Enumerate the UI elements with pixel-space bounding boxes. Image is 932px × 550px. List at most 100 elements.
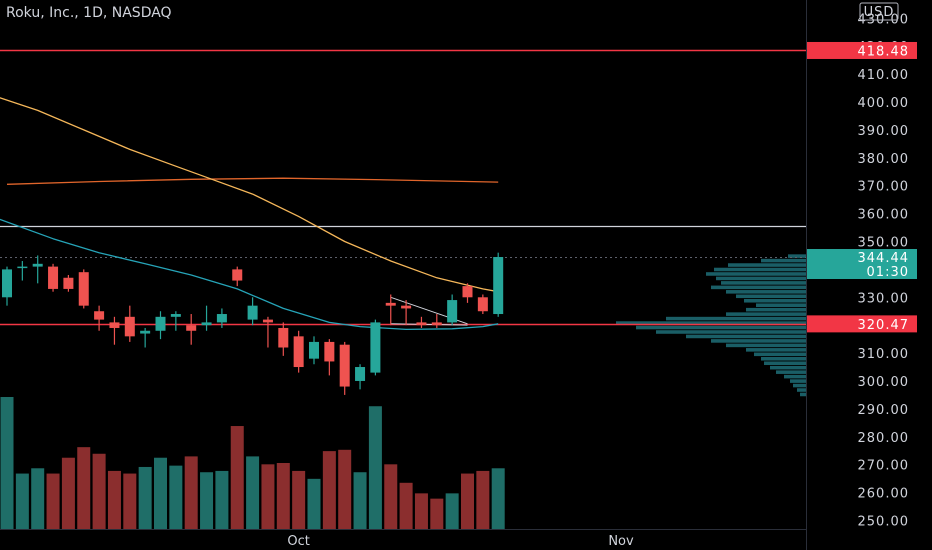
candle [124, 305, 135, 342]
candle-body [262, 319, 273, 323]
volume-bar [107, 470, 121, 529]
candle [155, 311, 166, 340]
volume-bar [384, 464, 398, 529]
candle [170, 311, 181, 331]
candle [186, 314, 197, 345]
volume-bar [123, 473, 137, 529]
candle [462, 283, 473, 303]
candle [416, 316, 427, 328]
volume-profile-row [726, 343, 806, 348]
volume-profile-row [761, 356, 806, 361]
candle [63, 274, 74, 292]
candle [370, 319, 381, 376]
candle [201, 305, 212, 331]
price-tick-label: 280.00 [858, 431, 910, 446]
candle [216, 308, 227, 328]
candle-body [232, 269, 243, 281]
volume-bar [430, 498, 444, 529]
volume-bar [338, 449, 352, 529]
volume-profile [616, 254, 806, 397]
volume-bar [138, 466, 152, 529]
price-tick-label: 330.00 [858, 291, 910, 306]
volume-bar [46, 473, 60, 529]
candle-body [293, 336, 304, 368]
volume-profile-row [726, 312, 806, 316]
volume-profile-row [636, 325, 806, 330]
currency-label: USD [864, 5, 895, 20]
candle [447, 294, 458, 326]
price-tick-label: 400.00 [858, 96, 910, 111]
volume-bar [15, 473, 29, 529]
volume-profile-row [746, 307, 806, 312]
candle [109, 316, 120, 345]
candle-body [431, 322, 442, 326]
last-price-label: 344.44 [858, 251, 910, 266]
last-price-label-box [807, 249, 917, 280]
volume-bar [200, 472, 214, 529]
candle-body [385, 302, 396, 306]
volume-profile-row [686, 334, 806, 339]
volume-profile-row [666, 316, 806, 321]
moving-average-line [0, 97, 499, 293]
candle [48, 263, 59, 292]
volume-profile-row [616, 321, 806, 325]
price-tick-label: 380.00 [858, 152, 910, 167]
time-tick-label: Nov [608, 534, 634, 549]
candle [293, 330, 304, 373]
candle-body [477, 297, 488, 312]
volume-bar [292, 470, 306, 529]
candle-body [170, 314, 181, 317]
volume-bar [307, 478, 321, 529]
volume-profile-row [726, 290, 806, 294]
candle [140, 327, 151, 348]
candle-body [447, 300, 458, 323]
candle-body [416, 322, 427, 326]
volume-bar [322, 451, 336, 529]
volume-bar [353, 472, 367, 529]
candle [431, 314, 442, 328]
candle-body [324, 341, 335, 362]
price-tick-label: 300.00 [858, 375, 910, 390]
volume-bar [368, 406, 382, 529]
candle-body [140, 330, 151, 334]
candle-body [17, 266, 28, 269]
volume-profile-row [754, 352, 806, 357]
candle-body [355, 367, 366, 381]
candle-body [109, 322, 120, 328]
volume-profile-row [721, 281, 806, 285]
time-tick-label: Oct [287, 534, 309, 549]
candle-body [278, 327, 289, 348]
price-tick-label: 310.00 [858, 347, 910, 362]
volume-profile-row [764, 361, 806, 366]
volume-bar [276, 463, 290, 529]
time-axis[interactable]: Oct Nov [287, 534, 634, 549]
volume-bar [414, 493, 428, 529]
volume-profile-row [711, 339, 806, 343]
volume-profile-row [788, 254, 806, 258]
candle [278, 322, 289, 356]
price-tick-label: 390.00 [858, 124, 910, 139]
price-tick-label: 360.00 [858, 208, 910, 223]
candle-body [493, 257, 504, 315]
chart-title: Roku, Inc., 1D, NASDAQ [6, 5, 172, 21]
candle-body [339, 344, 350, 387]
volume-bar [399, 482, 413, 529]
candle-body [370, 322, 381, 373]
candle-body [216, 314, 227, 323]
candle-body [63, 277, 74, 289]
volume-profile-row [800, 392, 806, 397]
volume-profile-row [711, 285, 806, 290]
volume-profile-row [793, 383, 806, 388]
candlesticks [2, 252, 504, 395]
price-tick-label: 290.00 [858, 403, 910, 418]
countdown-label: 01:30 [867, 265, 909, 280]
candle [493, 252, 504, 317]
currency-badge[interactable]: USD [859, 2, 899, 21]
moving-average-line [0, 218, 499, 331]
candle [385, 294, 396, 326]
candle-body [186, 325, 197, 331]
price-label-text: 418.48 [858, 44, 910, 59]
candle-body [201, 322, 212, 326]
candle [355, 364, 366, 390]
